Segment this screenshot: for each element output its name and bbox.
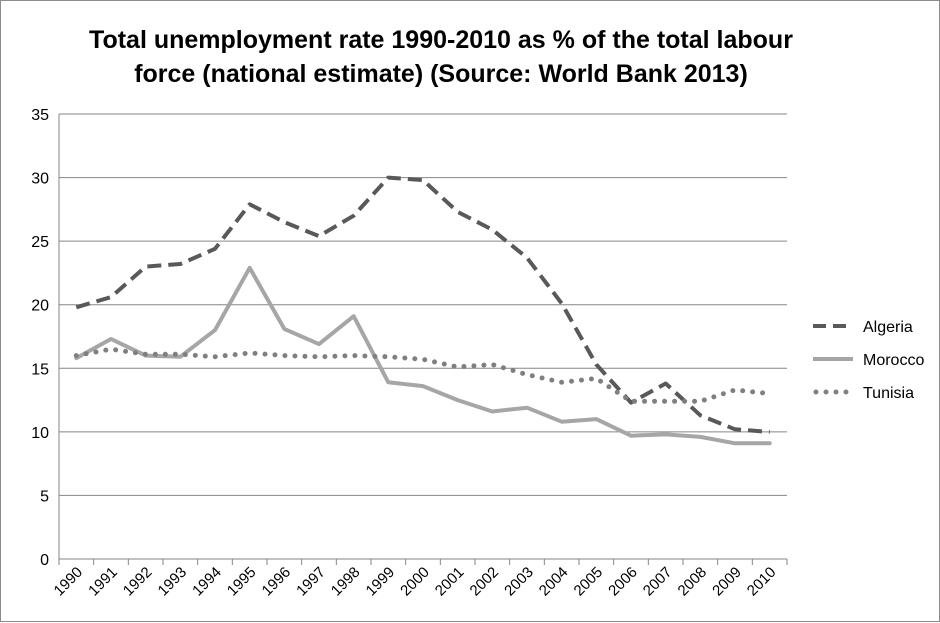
series-line-algeria	[75, 175, 770, 434]
legend-label: Morocco	[863, 352, 924, 369]
chart-title-line-2: force (national estimate) (Source: World…	[134, 60, 748, 88]
x-tick-label: 2000	[397, 564, 433, 600]
y-tick-label: 25	[31, 234, 49, 251]
legend-label: Tunisia	[863, 385, 914, 402]
x-tick-label: 2002	[467, 564, 503, 600]
x-tick-label: 1994	[189, 564, 225, 600]
x-tick-label: 2005	[571, 564, 607, 600]
x-tick-label: 2001	[432, 564, 468, 600]
legend-label: Algeria	[863, 319, 913, 336]
x-tick-label: 1992	[120, 564, 156, 600]
series-line-morocco	[74, 265, 772, 446]
y-tick-label: 30	[31, 171, 49, 188]
x-tick-label: 1990	[51, 564, 87, 600]
x-tick-label: 2004	[536, 564, 572, 600]
x-tick-label: 1991	[85, 564, 121, 600]
x-tick-label: 2003	[501, 564, 537, 600]
y-tick-label: 15	[31, 361, 49, 378]
y-tick-label: 10	[31, 425, 49, 442]
chart-title: Total unemployment rate 1990-2010 as % o…	[61, 23, 821, 91]
x-tick-label: 1993	[155, 564, 191, 600]
y-tick-label: 20	[31, 298, 49, 315]
x-tick-label: 2006	[605, 564, 641, 600]
x-tick-label: 1995	[224, 564, 260, 600]
x-tick-label: 1999	[363, 564, 399, 600]
y-tick-label: 0	[40, 552, 49, 569]
y-tick-label: 35	[31, 107, 49, 124]
x-tick-label: 1998	[328, 564, 364, 600]
series-line-tunisia	[73, 346, 773, 404]
x-tick-label: 2008	[675, 564, 711, 600]
x-tick-label: 1996	[259, 564, 295, 600]
x-tick-label: 1997	[293, 564, 329, 600]
y-tick-label: 5	[40, 488, 49, 505]
chart-title-line-1: Total unemployment rate 1990-2010 as % o…	[89, 26, 793, 54]
x-tick-label: 2009	[709, 564, 745, 600]
x-tick-label: 2010	[744, 564, 780, 600]
x-tick-label: 2007	[640, 564, 676, 600]
